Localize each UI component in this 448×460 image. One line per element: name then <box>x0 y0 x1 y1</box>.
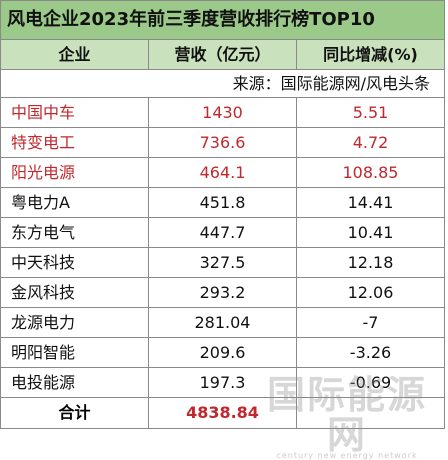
company-cell: 龙源电力 <box>0 307 149 338</box>
source-row: 来源：国际能源网/风电头条 <box>0 69 445 98</box>
source-note: 来源：国际能源网/风电头条 <box>0 69 445 98</box>
table-row: 龙源电力 281.04 -7 <box>0 307 445 338</box>
table-title: 风电企业2023年前三季度营收排行榜TOP10 <box>0 0 445 40</box>
yoy-cell: -7 <box>296 307 445 338</box>
total-label: 合计 <box>0 397 149 429</box>
company-cell: 粤电力A <box>0 187 149 218</box>
company-cell: 电投能源 <box>0 367 149 398</box>
table-row: 特变电工 736.6 4.72 <box>0 127 445 158</box>
yoy-cell: 12.18 <box>296 247 445 278</box>
total-revenue: 4838.84 <box>148 397 297 429</box>
yoy-cell: 108.85 <box>296 157 445 188</box>
company-cell: 中国中车 <box>0 97 149 128</box>
yoy-cell: -0.69 <box>296 367 445 398</box>
header-company: 企业 <box>0 39 149 70</box>
yoy-cell: 12.06 <box>296 277 445 308</box>
table-row: 金风科技 293.2 12.06 <box>0 277 445 308</box>
table-row: 中天科技 327.5 12.18 <box>0 247 445 278</box>
company-cell: 阳光电源 <box>0 157 149 188</box>
company-cell: 金风科技 <box>0 277 149 308</box>
header-yoy: 同比增减(%) <box>296 39 445 70</box>
table-row: 中国中车 1430 5.51 <box>0 97 445 128</box>
watermark-subtext: century new energy network <box>276 451 418 460</box>
table-row: 明阳智能 209.6 -3.26 <box>0 337 445 368</box>
revenue-cell: 209.6 <box>148 337 297 368</box>
revenue-cell: 293.2 <box>148 277 297 308</box>
total-yoy-empty <box>296 397 445 429</box>
revenue-cell: 1430 <box>148 97 297 128</box>
title-row: 风电企业2023年前三季度营收排行榜TOP10 <box>0 0 445 40</box>
total-row: 合计 4838.84 <box>0 397 445 429</box>
revenue-ranking-table: 风电企业2023年前三季度营收排行榜TOP10 企业 营收（亿元） 同比增减(%… <box>0 0 445 429</box>
revenue-cell: 281.04 <box>148 307 297 338</box>
yoy-cell: 14.41 <box>296 187 445 218</box>
revenue-cell: 197.3 <box>148 367 297 398</box>
table-row: 电投能源 197.3 -0.69 <box>0 367 445 398</box>
header-row: 企业 营收（亿元） 同比增减(%) <box>0 39 445 70</box>
revenue-cell: 736.6 <box>148 127 297 158</box>
table-row: 阳光电源 464.1 108.85 <box>0 157 445 188</box>
company-cell: 东方电气 <box>0 217 149 248</box>
header-revenue: 营收（亿元） <box>148 39 297 70</box>
revenue-cell: 464.1 <box>148 157 297 188</box>
yoy-cell: 4.72 <box>296 127 445 158</box>
company-cell: 中天科技 <box>0 247 149 278</box>
revenue-cell: 451.8 <box>148 187 297 218</box>
yoy-cell: -3.26 <box>296 337 445 368</box>
revenue-cell: 327.5 <box>148 247 297 278</box>
company-cell: 特变电工 <box>0 127 149 158</box>
table-row: 东方电气 447.7 10.41 <box>0 217 445 248</box>
revenue-cell: 447.7 <box>148 217 297 248</box>
yoy-cell: 5.51 <box>296 97 445 128</box>
yoy-cell: 10.41 <box>296 217 445 248</box>
company-cell: 明阳智能 <box>0 337 149 368</box>
table-row: 粤电力A 451.8 14.41 <box>0 187 445 218</box>
